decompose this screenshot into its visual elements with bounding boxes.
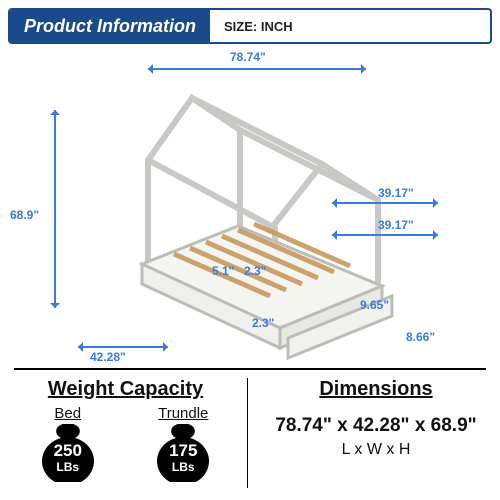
page-title: Product Information — [10, 10, 210, 42]
dim-line-mattress2 — [332, 234, 438, 236]
dim-slat-gap: 5.1" — [212, 264, 234, 278]
weight-label: Bed — [23, 405, 113, 422]
dim-mattress-w1: 39.17" — [378, 186, 414, 200]
weight-unit: LBs — [148, 460, 218, 474]
dimensions-axes: L x W x H — [262, 441, 490, 459]
kettlebell-icon: 250 LBs — [33, 424, 103, 482]
spec-row: Weight Capacity Bed 250 LBs Trundle 175 … — [10, 378, 490, 488]
weight-item-trundle: Trundle 175 LBs — [138, 405, 228, 482]
dimensions-value: 78.74" x 42.28" x 68.9" — [262, 415, 490, 437]
dim-height: 68.9" — [10, 208, 39, 222]
weight-value: 175 — [148, 442, 218, 459]
section-divider — [14, 368, 486, 370]
dim-footprint-w: 42.28" — [90, 350, 126, 364]
dim-rail-h: 2.3" — [252, 316, 274, 330]
weight-value: 250 — [33, 442, 103, 459]
bed-illustration — [70, 50, 440, 360]
dim-slat-w: 2.3" — [244, 264, 266, 278]
dimensions-section: Dimensions 78.74" x 42.28" x 68.9" L x W… — [248, 378, 490, 488]
unit-label: SIZE: INCH — [224, 19, 293, 34]
kettlebell-icon: 175 LBs — [148, 424, 218, 482]
dim-trundle-h: 9.65" — [360, 298, 389, 312]
dim-line-footprint — [78, 346, 168, 348]
dim-top-width: 78.74" — [230, 50, 266, 64]
dim-line-mattress1 — [332, 202, 438, 204]
dimensions-title: Dimensions — [262, 378, 490, 401]
weight-capacity-title: Weight Capacity — [10, 378, 241, 401]
dim-line-height — [54, 110, 56, 308]
weight-label: Trundle — [138, 405, 228, 422]
dim-mattress-w2: 39.17" — [378, 218, 414, 232]
weight-item-bed: Bed 250 LBs — [23, 405, 113, 482]
weight-unit: LBs — [33, 460, 103, 474]
product-diagram: 78.74" 68.9" 42.28" 39.17" 39.17" 5.1" 2… — [0, 50, 500, 370]
dim-line-top — [148, 68, 366, 70]
dim-leg-clear: 8.66" — [406, 330, 435, 344]
weight-capacity-section: Weight Capacity Bed 250 LBs Trundle 175 … — [10, 378, 248, 488]
header: Product Information SIZE: INCH — [8, 8, 492, 44]
